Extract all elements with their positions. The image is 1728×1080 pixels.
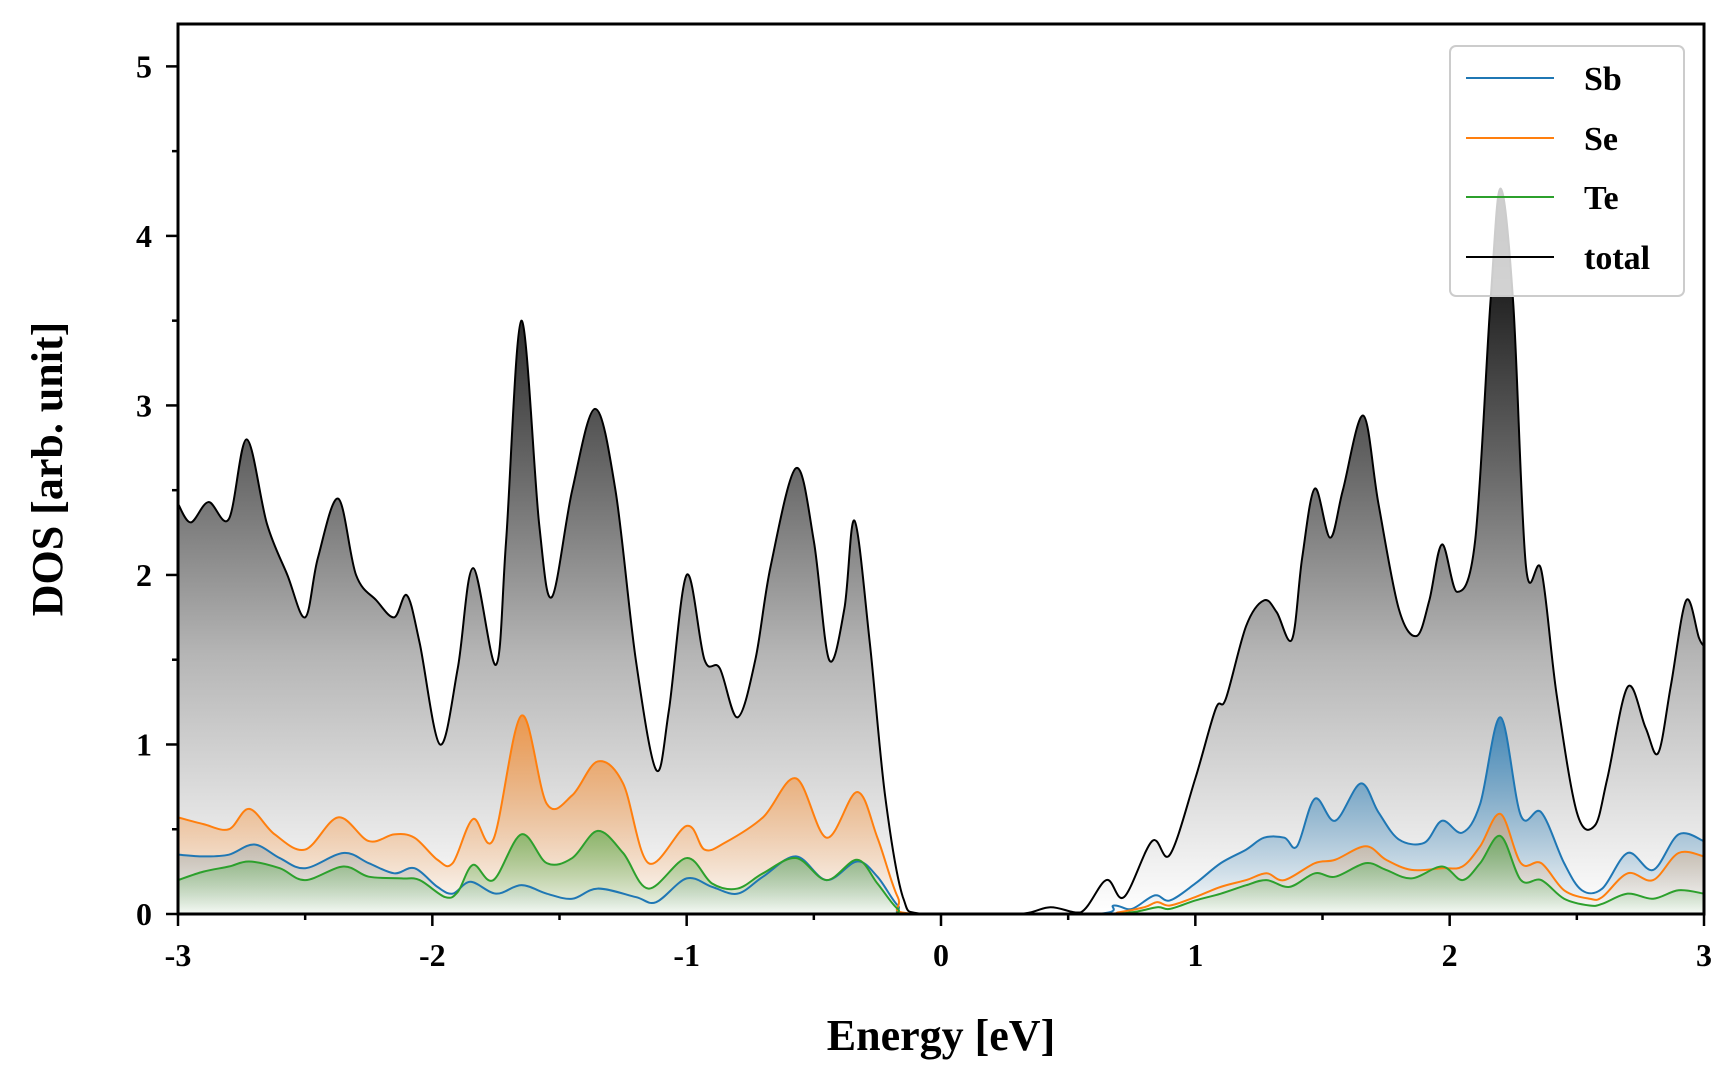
y-tick-label: 0 bbox=[136, 896, 152, 932]
legend-label-total: total bbox=[1584, 240, 1650, 277]
y-tick-label: 1 bbox=[136, 726, 152, 762]
legend: Sb Se Te total bbox=[1449, 45, 1685, 297]
y-axis-title: DOS [arb. unit] bbox=[23, 322, 72, 617]
x-tick-label: 1 bbox=[1187, 937, 1203, 973]
y-tick-label: 3 bbox=[136, 387, 152, 423]
y-tick-label: 4 bbox=[136, 218, 152, 254]
x-axis-title: Energy [eV] bbox=[827, 1011, 1056, 1060]
x-tick-label: 0 bbox=[933, 937, 949, 973]
legend-label-Sb: Sb bbox=[1584, 61, 1622, 98]
line-Sb bbox=[178, 716, 1704, 914]
y-tick-label: 2 bbox=[136, 557, 152, 593]
x-tick-label: -3 bbox=[165, 937, 192, 973]
line-Se bbox=[178, 714, 1704, 914]
line-Te bbox=[178, 829, 1704, 914]
y-tick-label: 5 bbox=[136, 48, 152, 84]
fill-total bbox=[178, 188, 1704, 914]
legend-label-Te: Te bbox=[1584, 180, 1619, 217]
legend-box bbox=[1449, 45, 1685, 297]
x-tick-label: -2 bbox=[419, 937, 446, 973]
x-tick-label: 3 bbox=[1696, 937, 1712, 973]
x-tick-label: -1 bbox=[673, 937, 700, 973]
legend-label-Se: Se bbox=[1584, 121, 1618, 158]
x-tick-label: 2 bbox=[1442, 937, 1458, 973]
fill-Te bbox=[178, 830, 1704, 914]
